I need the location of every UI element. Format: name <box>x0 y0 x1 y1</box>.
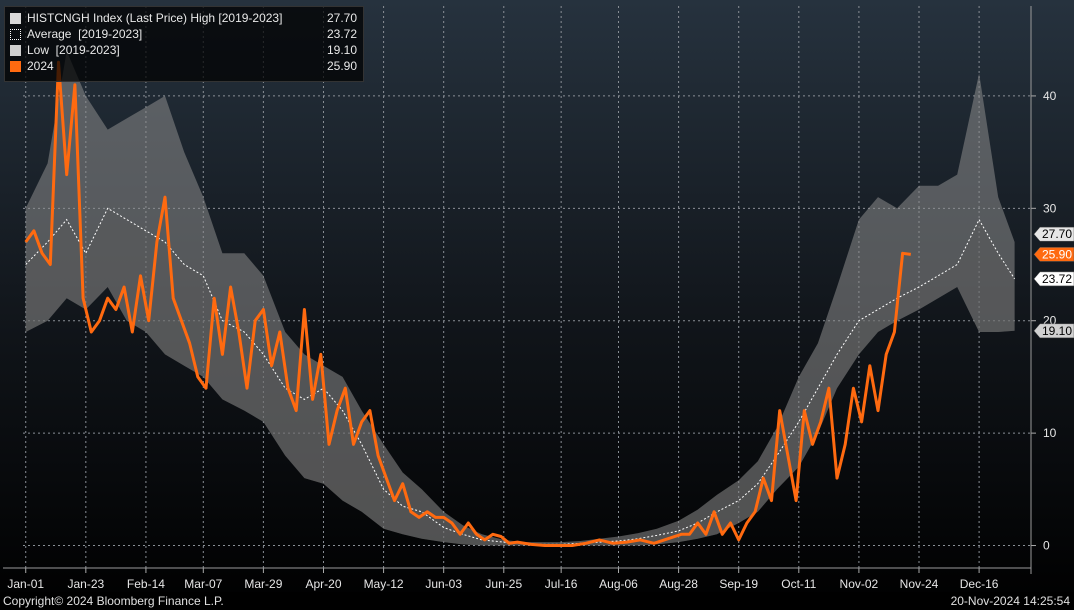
series-line-average <box>25 207 1016 545</box>
legend-label: 2024 <box>27 59 54 73</box>
legend-swatch <box>10 45 21 56</box>
value-badge: 19.10 <box>1033 323 1074 339</box>
x-tick-label: Jan-23 <box>67 577 104 591</box>
value-badge: 27.70 <box>1033 226 1074 242</box>
legend-value: 27.70 <box>326 11 357 25</box>
value-badge-shape <box>1033 323 1074 339</box>
value-badge-label: 19.10 <box>1042 324 1072 338</box>
series-lines <box>24 60 1016 547</box>
legend-item-average: Average [2019-2023] 23.72 <box>5 27 363 43</box>
value-badge: 23.72 <box>1033 271 1074 287</box>
x-tick-label: May-12 <box>364 577 404 591</box>
x-tick-label: Feb-14 <box>127 577 165 591</box>
legend-value: 25.90 <box>326 59 357 73</box>
x-tick-label: Jun-03 <box>425 577 462 591</box>
x-tick-label: Apr-20 <box>305 577 341 591</box>
x-tick-label: Mar-29 <box>244 577 282 591</box>
high-low-band <box>25 51 1015 546</box>
legend: HISTCNGH Index (Last Price) High [2019-2… <box>4 6 364 82</box>
legend-swatch <box>10 13 21 24</box>
value-badge-label: 27.70 <box>1042 227 1072 241</box>
legend-value: 23.72 <box>326 27 357 41</box>
x-tick-label: Nov-02 <box>840 577 879 591</box>
y-tick-label: 40 <box>1043 89 1057 103</box>
legend-label: HISTCNGH Index (Last Price) High [2019-2… <box>27 11 283 25</box>
y-tick-label: 30 <box>1043 201 1057 215</box>
value-badge-shape <box>1033 247 1074 262</box>
x-tick-label: Dec-16 <box>960 577 999 591</box>
x-tick-label: Mar-07 <box>184 577 222 591</box>
y-tick-label: 10 <box>1043 426 1057 440</box>
x-axis: Jan-01 Jan-23 Feb-14 Mar-07 Mar-29 Apr-20 May-… <box>3 567 1031 591</box>
copyright-text: Copyright© 2024 Bloomberg Finance L.P. <box>3 594 224 608</box>
band-area <box>25 51 1015 546</box>
x-tick-label: Aug-28 <box>659 577 698 591</box>
x-tick-label: Oct-11 <box>781 577 816 591</box>
legend-value: 19.10 <box>326 43 357 57</box>
x-tick-label: Sep-19 <box>719 577 758 591</box>
x-tick-label: Jul-16 <box>545 577 578 591</box>
x-tick-label: Jan-01 <box>7 577 44 591</box>
value-badge-label: 25.90 <box>1042 247 1072 261</box>
x-tick-label: Nov-24 <box>900 577 939 591</box>
y-tick-label: 0 <box>1043 539 1050 553</box>
legend-item-high: HISTCNGH Index (Last Price) High [2019-2… <box>5 11 363 27</box>
value-badge-shape <box>1033 226 1074 242</box>
series-line-2024 <box>24 60 911 547</box>
timestamp-text: 20-Nov-2024 14:25:54 <box>950 594 1070 608</box>
legend-item-low: Low [2019-2023] 19.10 <box>5 43 363 59</box>
value-badge-label: 23.72 <box>1042 272 1072 286</box>
legend-swatch <box>10 61 21 72</box>
legend-item-2024: 2024 25.90 <box>5 59 363 75</box>
legend-label: Low [2019-2023] <box>27 43 120 57</box>
value-badge-shape <box>1033 271 1074 287</box>
last-value-badges: 27.70 25.90 23.72 19.10 <box>1033 226 1074 339</box>
legend-label: Average [2019-2023] <box>27 27 143 41</box>
value-badge: 25.90 <box>1033 247 1074 262</box>
x-tick-label: Jun-25 <box>485 577 522 591</box>
footer-bar <box>0 592 1074 610</box>
legend-swatch <box>10 29 21 40</box>
x-tick-label: Aug-06 <box>599 577 638 591</box>
band-inner-area <box>25 208 1015 546</box>
